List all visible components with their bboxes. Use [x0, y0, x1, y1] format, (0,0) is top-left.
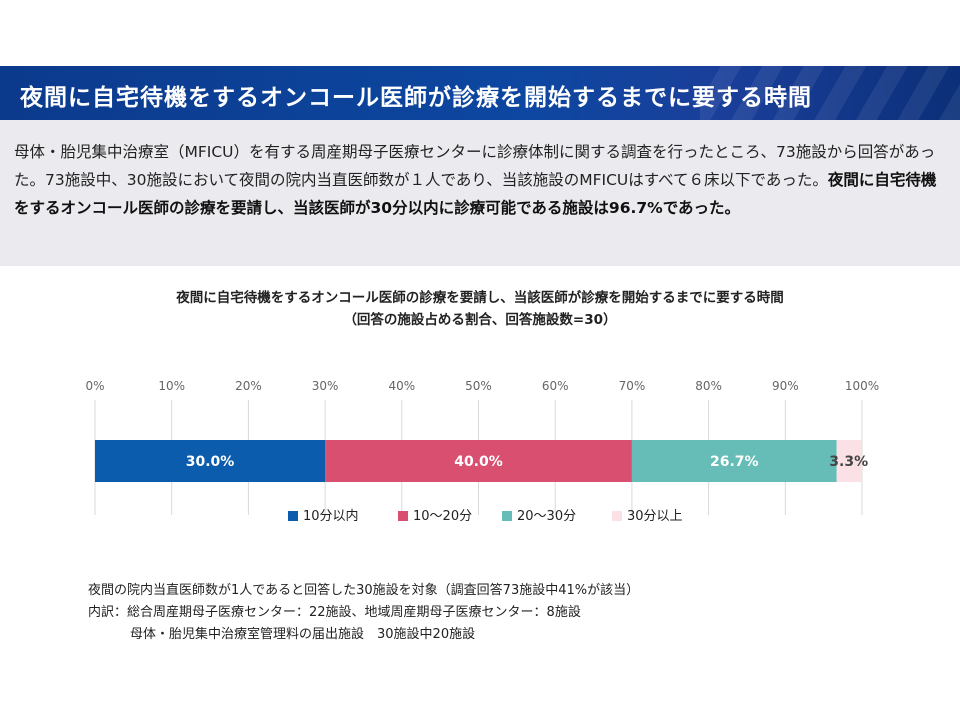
- x-tick-label: 40%: [388, 379, 415, 393]
- x-tick-label: 80%: [695, 379, 722, 393]
- x-tick-label: 90%: [772, 379, 799, 393]
- summary-text: 母体・胎児集中治療室（MFICU）を有する周産期母子医療センターに診療体制に関す…: [14, 138, 944, 222]
- legend-swatch-3: [502, 511, 512, 521]
- x-tick-label: 0%: [85, 379, 104, 393]
- bar-data-label-4: 3.3%: [829, 454, 868, 470]
- legend: 10分以内 10～20分 20～30分 30分以上: [288, 508, 683, 524]
- bar-segment-3: [631, 440, 837, 482]
- note-line-3: 母体・胎児集中治療室管理料の届出施設 30施設中20施設: [130, 627, 476, 642]
- x-tick-label: 50%: [465, 379, 492, 393]
- summary-bold-text: 夜間に自宅待機をするオンコール医師の診療を要請し、当該医師が30分以内に診療可能…: [14, 171, 937, 217]
- legend-swatch-2: [398, 511, 408, 521]
- x-tick-label: 20%: [235, 379, 262, 393]
- legend-swatch-4: [612, 511, 622, 521]
- summary-box: 母体・胎児集中治療室（MFICU）を有する周産期母子医療センターに診療体制に関す…: [0, 120, 960, 266]
- chart-title-block: 夜間に自宅待機をするオンコール医師の診療を要請し、当該医師が診療を開始するまでに…: [0, 287, 960, 331]
- legend-swatch-1: [288, 511, 298, 521]
- x-tick-label: 60%: [542, 379, 569, 393]
- bar-segments: 30.0% 40.0% 26.7% 3.3%: [95, 440, 868, 482]
- note-line-1: 夜間の院内当直医師数が1人であると回答した30施設を対象（調査回答73施設中41…: [88, 583, 640, 598]
- summary-normal-text: 母体・胎児集中治療室（MFICU）を有する周産期母子医療センターに診療体制に関す…: [14, 143, 936, 189]
- bar-segment-4: [836, 440, 862, 482]
- bar-data-label-1: 30.0%: [186, 454, 235, 470]
- bar-data-label-2: 40.0%: [454, 454, 503, 470]
- bar-data-label-3: 26.7%: [710, 454, 759, 470]
- x-axis-ticks: 0% 10% 20% 30% 40% 50% 60% 70% 80% 90% 100%: [85, 379, 879, 393]
- x-tick-label: 10%: [158, 379, 185, 393]
- banner-decoration: [700, 66, 960, 120]
- x-tick-label: 70%: [619, 379, 646, 393]
- bar-segment-2: [325, 440, 632, 482]
- title-banner: 夜間に自宅待機をするオンコール医師が診療を開始するまでに要する時間: [0, 66, 960, 120]
- notes: 夜間の院内当直医師数が1人であると回答した30施設を対象（調査回答73施設中41…: [88, 580, 928, 646]
- chart-title: 夜間に自宅待機をするオンコール医師の診療を要請し、当該医師が診療を開始するまでに…: [176, 290, 784, 306]
- legend-label-1: 10分以内: [303, 508, 359, 524]
- note-line-2: 内訳：総合周産期母子医療センター：22施設、地域周産期母子医療センター：8施設: [88, 605, 581, 620]
- legend-label-4: 30分以上: [627, 509, 683, 524]
- page-title: 夜間に自宅待機をするオンコール医師が診療を開始するまでに要する時間: [20, 85, 812, 111]
- x-tick-label: 30%: [312, 379, 339, 393]
- stacked-bar-chart: 0% 10% 20% 30% 40% 50% 60% 70% 80% 90% 100% 30.0% 4…: [85, 379, 879, 524]
- legend-label-2: 10～20分: [413, 509, 472, 524]
- bar-segment-1: [95, 440, 326, 482]
- chart-subtitle: （回答の施設占める割合、回答施設数=30）: [343, 312, 617, 328]
- legend-label-3: 20～30分: [517, 509, 576, 524]
- x-tick-label: 100%: [845, 379, 879, 393]
